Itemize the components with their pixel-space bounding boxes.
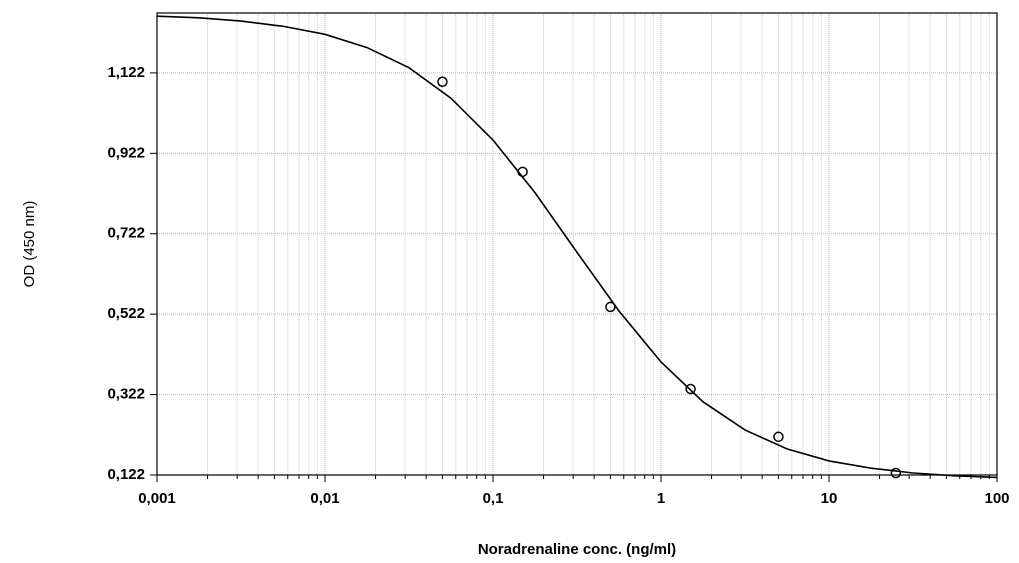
data-point — [517, 166, 528, 178]
x-tick-label: 10 — [821, 490, 838, 507]
x-tick-label: 0,001 — [138, 490, 176, 507]
x-tick-label: 0,01 — [310, 490, 339, 507]
fit-curve — [156, 15, 998, 479]
x-tick-label: 100 — [984, 490, 1009, 507]
data-point — [437, 76, 448, 88]
y-tick-label: 0,922 — [107, 144, 145, 161]
data-point — [773, 431, 784, 443]
y-tick-label: 0,122 — [107, 466, 145, 483]
y-tick-label: 0,722 — [107, 225, 145, 242]
y-tick-label: 0,322 — [107, 386, 145, 403]
x-tick-label: 1 — [657, 490, 665, 507]
plot-frame — [156, 12, 998, 476]
y-tick-label: 1,122 — [107, 64, 145, 81]
data-point — [890, 467, 902, 479]
y-tick-label: 0,522 — [107, 305, 145, 322]
data-point — [685, 383, 696, 395]
x-tick-label: 0,1 — [483, 490, 504, 507]
x-axis-title: Noradrenaline conc. (ng/ml) — [478, 541, 676, 558]
data-point — [605, 301, 616, 313]
y-axis-title: OD (450 nm) — [21, 201, 38, 288]
